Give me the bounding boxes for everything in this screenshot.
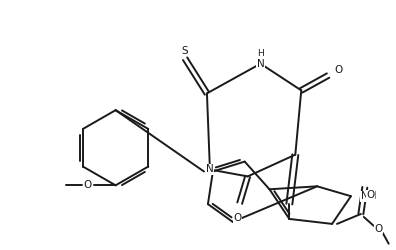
Text: H: H: [257, 49, 264, 58]
Text: N: N: [206, 164, 214, 174]
Text: O: O: [234, 213, 242, 223]
Text: O: O: [334, 64, 342, 74]
Text: NH: NH: [361, 191, 376, 201]
Text: O: O: [84, 180, 92, 190]
Text: O: O: [375, 224, 383, 234]
Text: S: S: [182, 46, 188, 56]
Text: O: O: [367, 190, 375, 200]
Text: N: N: [257, 59, 265, 69]
